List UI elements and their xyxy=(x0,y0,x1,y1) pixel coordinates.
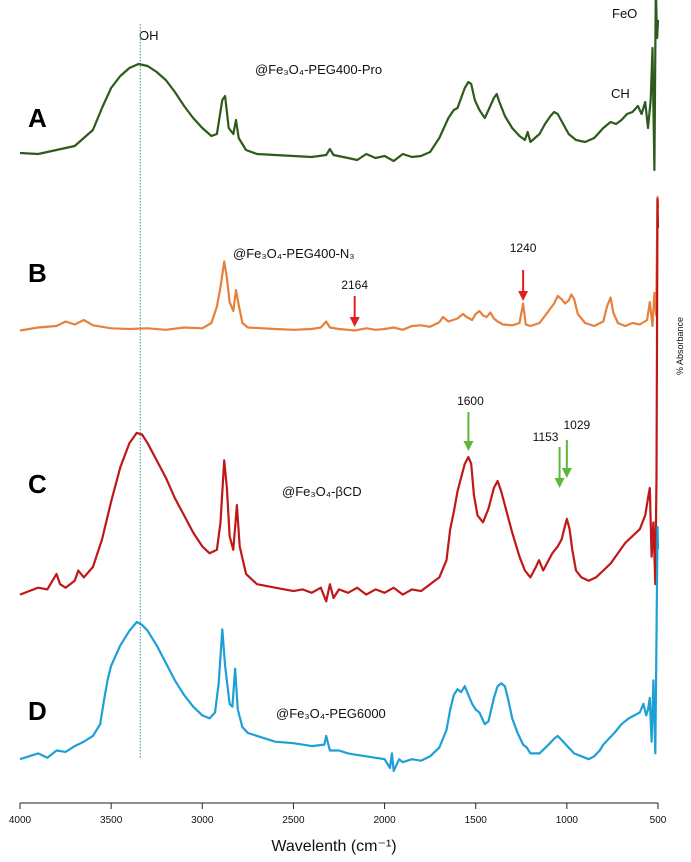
ch-annotation: CH xyxy=(611,86,630,101)
panel-letter-d: D xyxy=(28,696,47,726)
sample-label-b: @Fe₃O₄-PEG400-N₃ xyxy=(233,246,355,261)
panel-letter-a: A xyxy=(28,103,47,133)
sample-label-d: @Fe₃O₄-PEG6000 xyxy=(276,706,386,721)
x-axis: 4000 3500 3000 2500 2000 1500 1000 500 xyxy=(9,802,667,826)
x-tick-label-2000: 2000 xyxy=(373,815,396,826)
sample-label-a: @Fe₃O₄-PEG400-Pro xyxy=(255,62,382,77)
peak-markers: 2164 1240 1600 1153 1029 xyxy=(341,241,591,488)
y-axis-title: % Absorbance xyxy=(675,317,685,375)
feo-annotation: FeO xyxy=(612,6,637,21)
x-axis-title: Wavelenth (cm⁻¹) xyxy=(271,838,396,855)
x-tick-label-3500: 3500 xyxy=(100,815,123,826)
peak-label-1029: 1029 xyxy=(564,418,591,432)
oh-annotation: OH xyxy=(139,28,159,43)
spectrum-line-d xyxy=(19,526,660,772)
x-tick-label-4000: 4000 xyxy=(9,815,32,826)
peak-label-1240: 1240 xyxy=(510,241,537,255)
x-tick-label-1000: 1000 xyxy=(556,815,579,826)
x-tick-label-3000: 3000 xyxy=(191,815,214,826)
spectrum-line-c xyxy=(19,197,660,603)
peak-arrow-head-1600 xyxy=(463,441,474,451)
peak-arrow-head-2164 xyxy=(349,317,360,327)
x-tick-label-1500: 1500 xyxy=(465,815,488,826)
panel-letter-c: C xyxy=(28,469,47,499)
x-tick-label-2500: 2500 xyxy=(282,815,305,826)
sample-label-c: @Fe₃O₄-βCD xyxy=(282,484,362,499)
panel-letter-b: B xyxy=(28,258,47,288)
spectrum-line-a xyxy=(19,0,660,172)
peak-label-1153: 1153 xyxy=(533,430,559,444)
peak-label-2164: 2164 xyxy=(341,278,368,292)
spectra-group xyxy=(19,0,660,772)
peak-label-1600: 1600 xyxy=(457,394,484,408)
peak-arrow-head-1029 xyxy=(561,468,572,478)
spectrum-line-b xyxy=(19,195,660,332)
x-tick-label-500: 500 xyxy=(650,815,667,826)
peak-arrow-head-1240 xyxy=(518,291,529,301)
peak-arrow-head-1153 xyxy=(554,478,565,488)
